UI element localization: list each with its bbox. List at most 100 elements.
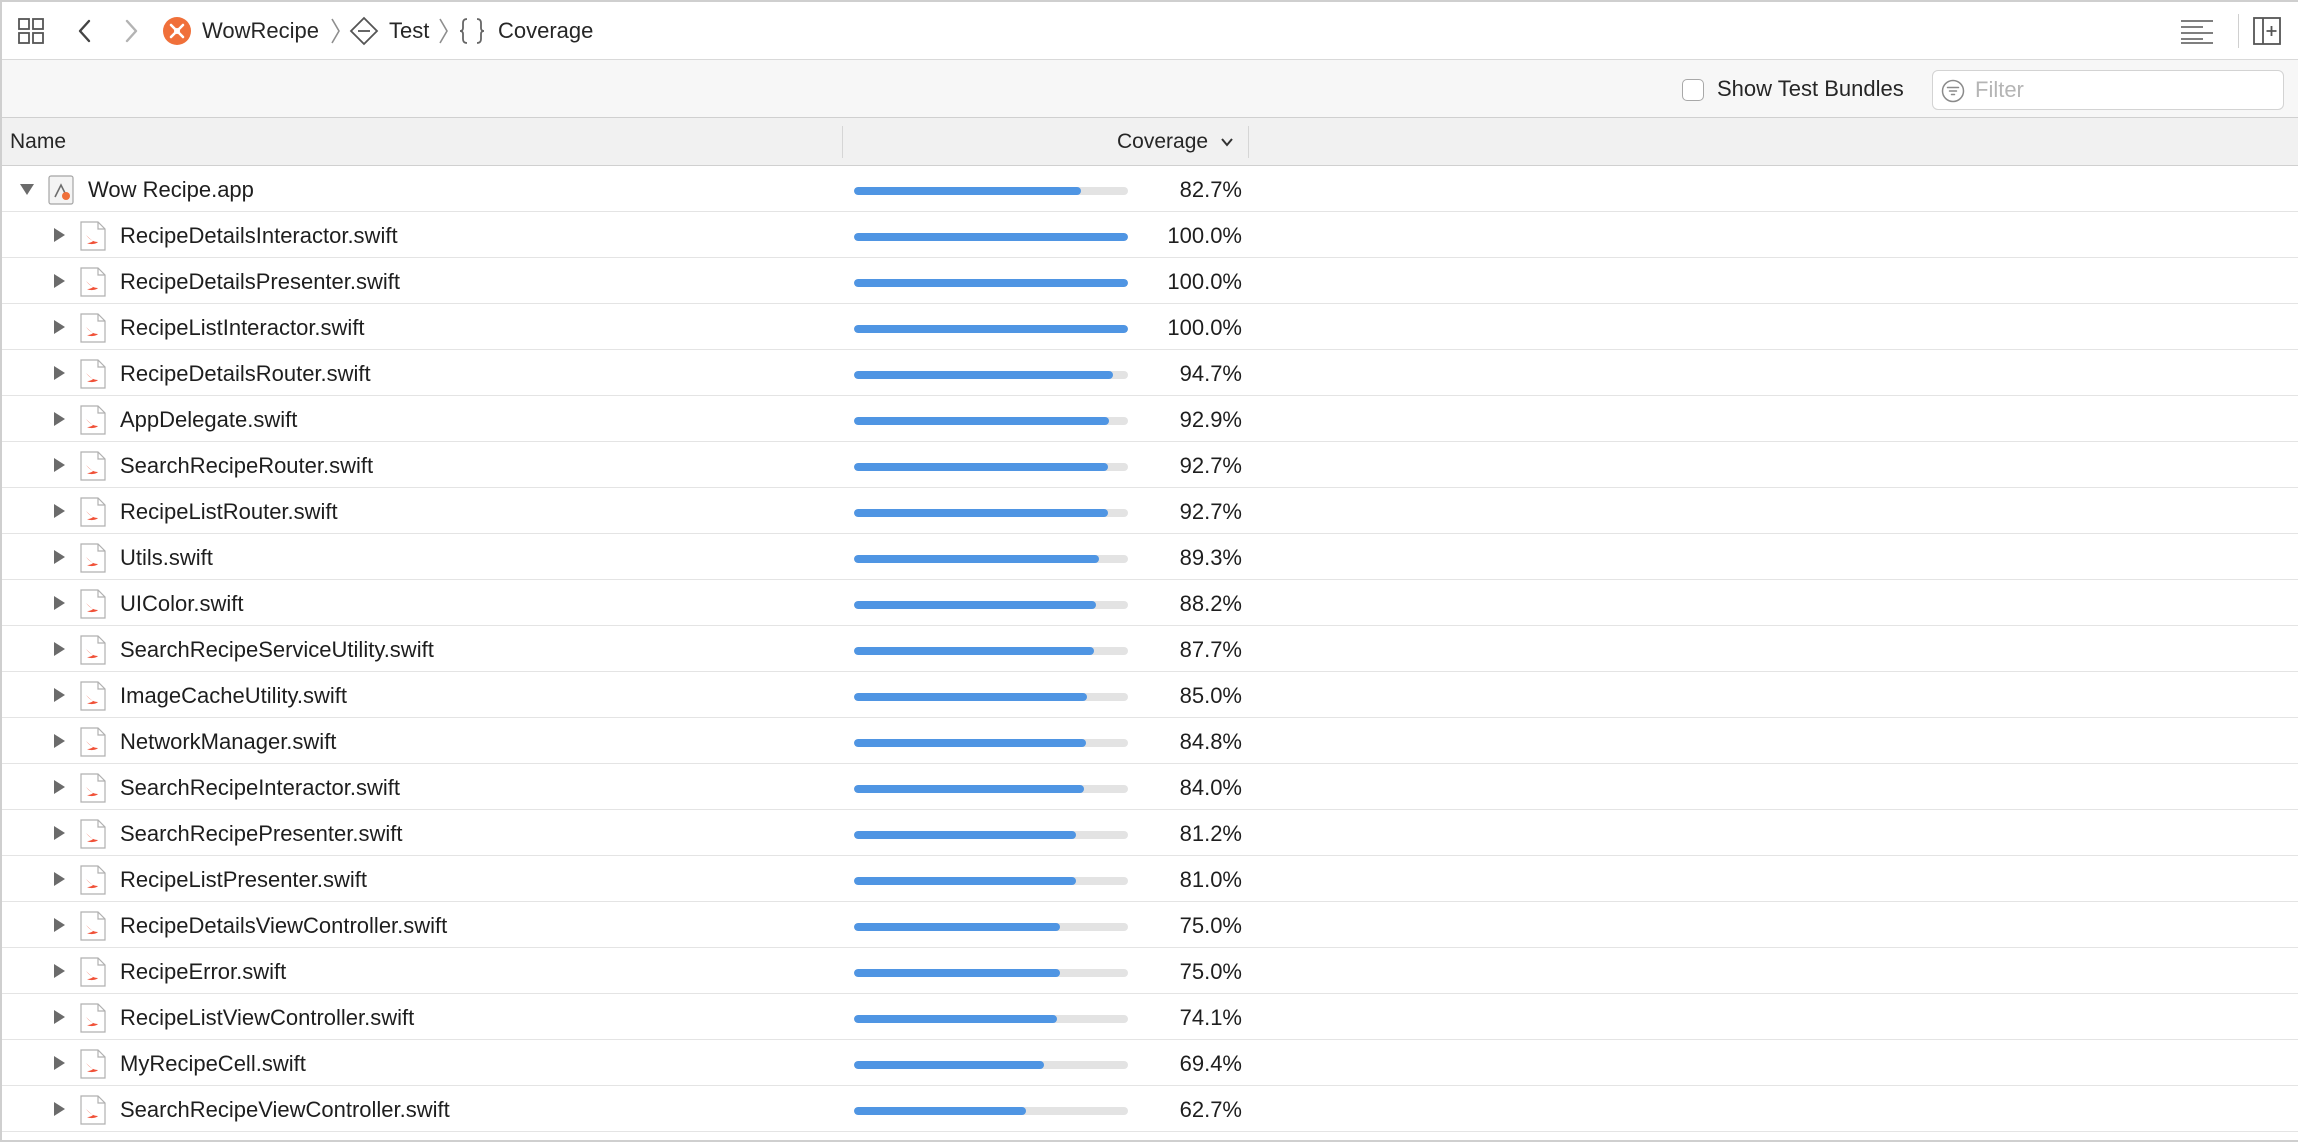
forward-chevron-icon[interactable] — [114, 14, 148, 48]
file-name: RecipeListViewController.swift — [120, 1005, 415, 1030]
editor-options-lines-icon[interactable] — [2180, 14, 2214, 48]
disclosure-collapsed-icon[interactable] — [51, 1101, 67, 1117]
disclosure-collapsed-icon[interactable] — [51, 549, 67, 565]
coverage-bar-fill — [854, 877, 1076, 885]
disclosure-collapsed-icon[interactable] — [51, 963, 67, 979]
add-editor-icon[interactable] — [2250, 14, 2284, 48]
file-name: RecipeDetailsPresenter.swift — [120, 269, 401, 294]
file-row[interactable]: RecipeDetailsViewController.swift 75.0% — [2, 902, 2298, 948]
coverage-percent: 74.1% — [1179, 1005, 1242, 1030]
file-row[interactable]: NetworkManager.swift 84.8% — [2, 718, 2298, 764]
coverage-bar — [854, 555, 1128, 563]
disclosure-collapsed-icon[interactable] — [51, 687, 67, 703]
show-test-bundles-label: Show Test Bundles — [1717, 76, 1904, 101]
swift-file-icon — [80, 957, 106, 987]
file-row[interactable]: RecipeListViewController.swift 74.1% — [2, 994, 2298, 1040]
coverage-bar — [854, 923, 1128, 931]
file-name: RecipeListRouter.swift — [120, 499, 338, 524]
file-row[interactable]: SearchRecipeInteractor.swift 84.0% — [2, 764, 2298, 810]
coverage-bar — [854, 325, 1128, 333]
file-row[interactable]: SearchRecipeRouter.swift 92.7% — [2, 442, 2298, 488]
coverage-bar — [854, 509, 1128, 517]
back-chevron-icon[interactable] — [68, 14, 102, 48]
disclosure-collapsed-icon[interactable] — [51, 733, 67, 749]
show-test-bundles-checkbox[interactable] — [1682, 79, 1704, 101]
coverage-bar-fill — [854, 647, 1095, 655]
coverage-bar-fill — [854, 831, 1077, 839]
coverage-percent: 87.7% — [1179, 637, 1242, 662]
breadcrumb-report[interactable]: Coverage — [498, 18, 594, 43]
disclosure-collapsed-icon[interactable] — [51, 917, 67, 933]
breadcrumb-project[interactable]: WowRecipe — [202, 18, 319, 43]
target-row[interactable]: Wow Recipe.app 82.7% — [2, 166, 2298, 212]
disclosure-collapsed-icon[interactable] — [51, 641, 67, 657]
file-row[interactable]: SearchRecipePresenter.swift 81.2% — [2, 810, 2298, 856]
filter-bar: Show Test Bundles — [2, 60, 2298, 118]
coverage-percent: 84.0% — [1179, 775, 1242, 800]
swift-file-icon — [80, 543, 106, 573]
sort-descending-chevron-icon[interactable] — [1220, 136, 1234, 148]
swift-file-icon — [80, 681, 106, 711]
table-header: Name Coverage — [2, 118, 2298, 166]
coverage-bar — [854, 693, 1128, 701]
filter-field[interactable] — [1932, 70, 2284, 110]
swift-file-icon — [80, 589, 106, 619]
column-header-coverage[interactable]: Coverage — [1117, 130, 1209, 153]
coverage-percent: 85.0% — [1179, 683, 1242, 708]
swift-file-icon — [80, 911, 106, 941]
file-row[interactable]: UIColor.swift 88.2% — [2, 580, 2298, 626]
file-row[interactable]: RecipeDetailsInteractor.swift 100.0% — [2, 212, 2298, 258]
file-row[interactable]: RecipeError.swift 75.0% — [2, 948, 2298, 994]
file-row[interactable]: RecipeListInteractor.swift 100.0% — [2, 304, 2298, 350]
file-row[interactable]: AppDelegate.swift 92.9% — [2, 396, 2298, 442]
disclosure-collapsed-icon[interactable] — [51, 411, 67, 427]
disclosure-collapsed-icon[interactable] — [51, 825, 67, 841]
file-name: RecipeListInteractor.swift — [120, 315, 365, 340]
file-row[interactable]: RecipeDetailsPresenter.swift 100.0% — [2, 258, 2298, 304]
file-row[interactable]: RecipeListPresenter.swift 81.0% — [2, 856, 2298, 902]
coverage-bar — [854, 1107, 1128, 1115]
disclosure-collapsed-icon[interactable] — [51, 319, 67, 335]
swift-file-icon — [80, 819, 106, 849]
file-row[interactable]: RecipeDetailsRouter.swift 94.7% — [2, 350, 2298, 396]
file-row[interactable]: MyRecipeCell.swift 69.4% — [2, 1040, 2298, 1086]
filter-input[interactable] — [1975, 75, 2275, 105]
file-row[interactable]: SearchRecipeServiceUtility.swift 87.7% — [2, 626, 2298, 672]
file-name: SearchRecipeInteractor.swift — [120, 775, 401, 800]
disclosure-collapsed-icon[interactable] — [51, 779, 67, 795]
swift-file-icon — [80, 451, 106, 481]
column-header-name[interactable]: Name — [10, 130, 67, 153]
column-divider[interactable] — [842, 126, 843, 158]
file-row[interactable]: ImageCacheUtility.swift 85.0% — [2, 672, 2298, 718]
file-row[interactable]: RecipeListRouter.swift 92.7% — [2, 488, 2298, 534]
coverage-bar — [854, 647, 1128, 655]
related-items-grid-icon[interactable] — [14, 14, 48, 48]
coverage-bar — [854, 739, 1128, 747]
file-row[interactable]: Utils.swift 89.3% — [2, 534, 2298, 580]
coverage-bar — [854, 371, 1128, 379]
disclosure-collapsed-icon[interactable] — [51, 1055, 67, 1071]
disclosure-collapsed-icon[interactable] — [51, 871, 67, 887]
coverage-bar — [854, 831, 1128, 839]
column-divider[interactable] — [1248, 126, 1249, 158]
swift-file-icon — [80, 221, 106, 251]
disclosure-collapsed-icon[interactable] — [51, 503, 67, 519]
braces-icon — [455, 14, 489, 48]
file-name: SearchRecipeRouter.swift — [120, 453, 374, 478]
coverage-percent: 75.0% — [1179, 959, 1242, 984]
disclosure-collapsed-icon[interactable] — [51, 595, 67, 611]
file-row[interactable]: SearchRecipeViewController.swift 62.7% — [2, 1086, 2298, 1132]
disclosure-collapsed-icon[interactable] — [51, 273, 67, 289]
file-name: AppDelegate.swift — [120, 407, 298, 432]
file-name: RecipeError.swift — [120, 959, 287, 984]
coverage-bar — [854, 187, 1128, 195]
coverage-bar — [854, 601, 1128, 609]
disclosure-collapsed-icon[interactable] — [51, 457, 67, 473]
breadcrumb-scheme[interactable]: Test — [389, 18, 430, 43]
disclosure-expanded-icon[interactable] — [19, 181, 35, 197]
coverage-percent: 94.7% — [1179, 361, 1242, 386]
disclosure-collapsed-icon[interactable] — [51, 227, 67, 243]
disclosure-collapsed-icon[interactable] — [51, 365, 67, 381]
disclosure-collapsed-icon[interactable] — [51, 1009, 67, 1025]
coverage-bar — [854, 969, 1128, 977]
